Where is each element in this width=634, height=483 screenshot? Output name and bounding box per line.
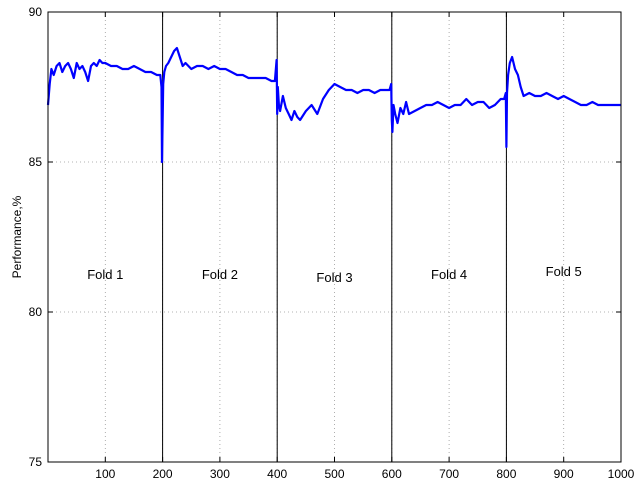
fold-label: Fold 2 bbox=[202, 267, 238, 282]
x-tick-label: 1000 bbox=[608, 467, 634, 481]
x-tick-label: 600 bbox=[382, 467, 402, 481]
x-tick-label: 800 bbox=[496, 467, 516, 481]
y-tick-label: 90 bbox=[29, 5, 43, 19]
y-tick-label: 85 bbox=[29, 155, 43, 169]
y-axis-label: Performance,% bbox=[10, 195, 24, 278]
y-axis: 75 80 85 90 bbox=[29, 5, 621, 469]
x-tick-label: 200 bbox=[153, 467, 173, 481]
x-tick-label: 900 bbox=[554, 467, 574, 481]
fold-labels: Fold 1 Fold 2 Fold 3 Fold 4 Fold 5 bbox=[87, 264, 582, 285]
x-tick-label: 700 bbox=[439, 467, 459, 481]
y-tick-label: 80 bbox=[29, 305, 43, 319]
x-tick-label: 100 bbox=[95, 467, 115, 481]
series-layer bbox=[46, 46, 621, 164]
fold-label: Fold 4 bbox=[431, 267, 467, 282]
x-axis: 100 200 300 400 500 600 700 800 900 1000 bbox=[95, 12, 634, 481]
fold-label: Fold 3 bbox=[316, 270, 352, 285]
performance-series-line bbox=[46, 46, 621, 164]
x-tick-label: 400 bbox=[267, 467, 287, 481]
y-tick-label: 75 bbox=[29, 455, 43, 469]
fold-label: Fold 1 bbox=[87, 267, 123, 282]
x-tick-label: 500 bbox=[324, 467, 344, 481]
fold-label: Fold 5 bbox=[546, 264, 582, 279]
x-tick-label: 300 bbox=[210, 467, 230, 481]
